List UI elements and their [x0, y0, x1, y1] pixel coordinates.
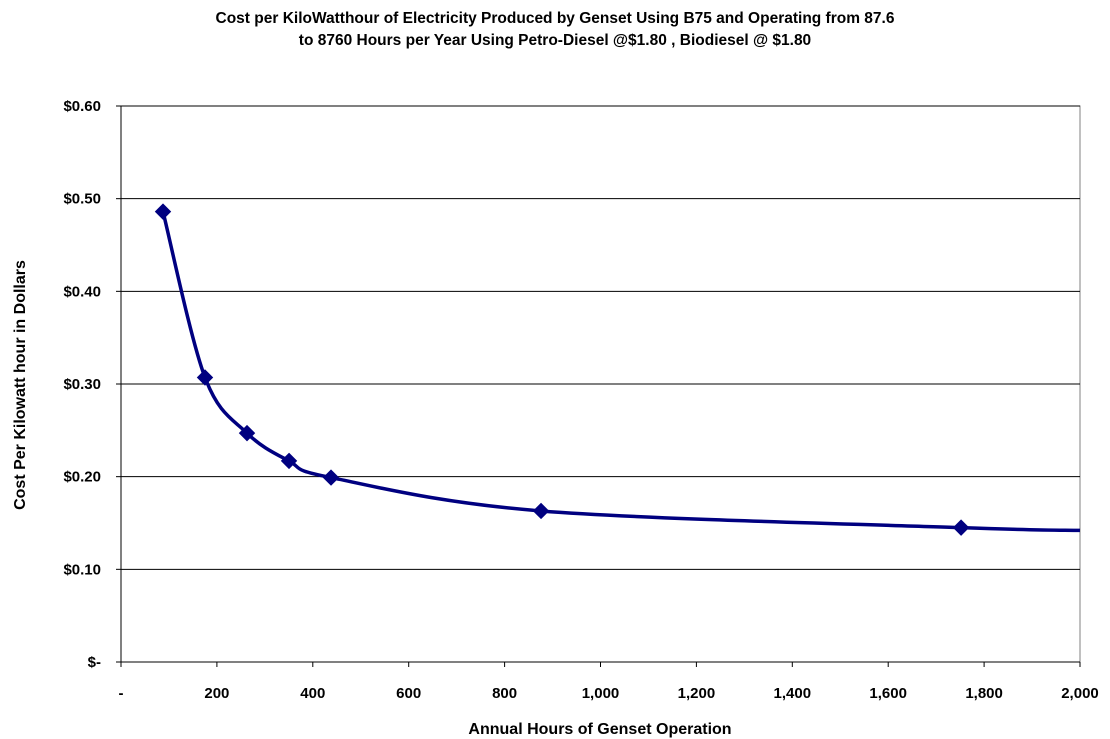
y-tick-label: $0.30	[63, 376, 101, 393]
y-tick-label: $-	[88, 654, 101, 671]
x-tick-label: 400	[300, 685, 325, 702]
data-point-diamond	[952, 519, 970, 536]
x-tick-label: 1,200	[678, 685, 716, 702]
chart-title: Cost per KiloWatthour of Electricity Pro…	[0, 8, 1110, 52]
data-point-diamond	[238, 424, 256, 442]
data-point-diamond	[154, 203, 172, 220]
x-tick-label: -	[119, 685, 124, 702]
x-tick-label: 2,000	[1061, 685, 1099, 702]
x-tick-label: 800	[492, 685, 517, 702]
y-tick-label: $0.50	[63, 191, 101, 208]
data-point-diamond	[196, 369, 214, 386]
x-tick-label: 1,600	[869, 685, 907, 702]
x-tick-label: 200	[204, 685, 229, 702]
series-group	[154, 203, 1081, 536]
y-tick-label: $0.10	[63, 561, 101, 578]
series-line	[161, 211, 1081, 533]
x-tick-label: 1,400	[774, 685, 812, 702]
y-tick-label: $0.60	[63, 98, 101, 115]
data-point-diamond	[322, 469, 340, 486]
chart-title-line-2: to 8760 Hours per Year Using Petro-Diese…	[298, 32, 812, 49]
y-tick-label: $0.20	[63, 469, 101, 486]
data-point-diamond	[532, 502, 550, 520]
y-axis-ticks: $- $0.10 $0.20 $0.30 $0.40 $0.50 $0.60	[63, 98, 121, 671]
y-axis-title: Cost Per Kilowatt hour in Dollars	[12, 260, 29, 510]
x-axis-title: Annual Hours of Genset Operation	[468, 721, 731, 738]
y-tick-label: $0.40	[63, 283, 101, 300]
x-tick-label: 600	[396, 685, 421, 702]
x-tick-label: 1,800	[965, 685, 1003, 702]
x-tick-label: 1,000	[582, 685, 620, 702]
grid-lines	[120, 105, 1081, 663]
chart-title-line-1: Cost per KiloWatthour of Electricity Pro…	[215, 10, 895, 27]
x-axis-ticks: - 200 400 600 800 1,000 1,200 1,400 1,600 1,800 2,…	[119, 662, 1099, 702]
data-point-diamond	[280, 452, 298, 470]
